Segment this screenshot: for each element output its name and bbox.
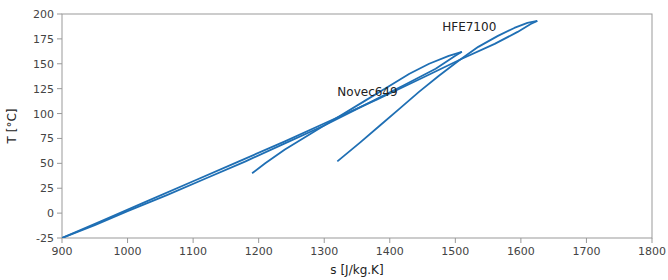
y-tick-label: 100 xyxy=(33,108,54,121)
curve-label: Novec649 xyxy=(337,85,397,99)
x-tick xyxy=(62,238,63,243)
y-tick xyxy=(57,138,62,139)
x-tick xyxy=(127,238,128,243)
dome-line xyxy=(62,21,537,238)
dome-line xyxy=(337,21,537,161)
x-tick-label: 900 xyxy=(52,245,73,258)
x-tick-label: 1100 xyxy=(179,245,207,258)
x-tick xyxy=(455,238,456,243)
x-tick-label: 1200 xyxy=(245,245,273,258)
x-tick-label: 1300 xyxy=(310,245,338,258)
annotations: Novec649 HFE7100 xyxy=(337,20,496,99)
y-tick-label: 75 xyxy=(40,132,54,145)
x-axis: 900 1000 1100 1200 1300 1400 1500 1600 1700 1800 xyxy=(52,238,667,258)
dome-line xyxy=(252,52,462,173)
lines xyxy=(62,21,537,238)
y-axis-label: T [°C] xyxy=(5,109,19,145)
y-tick-label: 125 xyxy=(33,83,54,96)
y-tick xyxy=(57,38,62,39)
x-axis-label: s [J/kg.K] xyxy=(330,263,383,277)
y-axis: -25 0 25 50 75 100 125 150 175 200 xyxy=(33,8,62,245)
x-tick xyxy=(193,238,194,243)
x-tick xyxy=(324,238,325,243)
x-tick xyxy=(389,238,390,243)
curve-label: HFE7100 xyxy=(442,20,496,34)
y-tick-label: 50 xyxy=(40,157,54,170)
x-tick-label: 1700 xyxy=(572,245,600,258)
dome-line xyxy=(62,52,462,238)
y-tick-label: 0 xyxy=(47,207,54,220)
x-tick-label: 1500 xyxy=(441,245,469,258)
x-tick-label: 1600 xyxy=(507,245,535,258)
y-tick xyxy=(57,113,62,114)
y-tick xyxy=(57,238,62,239)
x-tick xyxy=(258,238,259,243)
y-tick-label: 150 xyxy=(33,58,54,71)
x-tick xyxy=(652,238,653,243)
y-tick-label: 175 xyxy=(33,33,54,46)
x-tick-label: 1800 xyxy=(638,245,666,258)
x-tick-label: 1400 xyxy=(376,245,404,258)
y-tick xyxy=(57,163,62,164)
y-tick-label: 25 xyxy=(40,182,54,195)
y-tick xyxy=(57,88,62,89)
y-tick xyxy=(57,188,62,189)
y-tick xyxy=(57,63,62,64)
x-tick-label: 1000 xyxy=(114,245,142,258)
y-tick-label: 200 xyxy=(33,8,54,21)
plot-frame xyxy=(62,14,652,238)
x-tick xyxy=(520,238,521,243)
chart: 900100011001200130014001500160017001800-… xyxy=(0,0,668,280)
x-tick xyxy=(586,238,587,243)
y-tick xyxy=(57,14,62,15)
y-tick xyxy=(57,213,62,214)
y-tick-label: -25 xyxy=(36,232,54,245)
